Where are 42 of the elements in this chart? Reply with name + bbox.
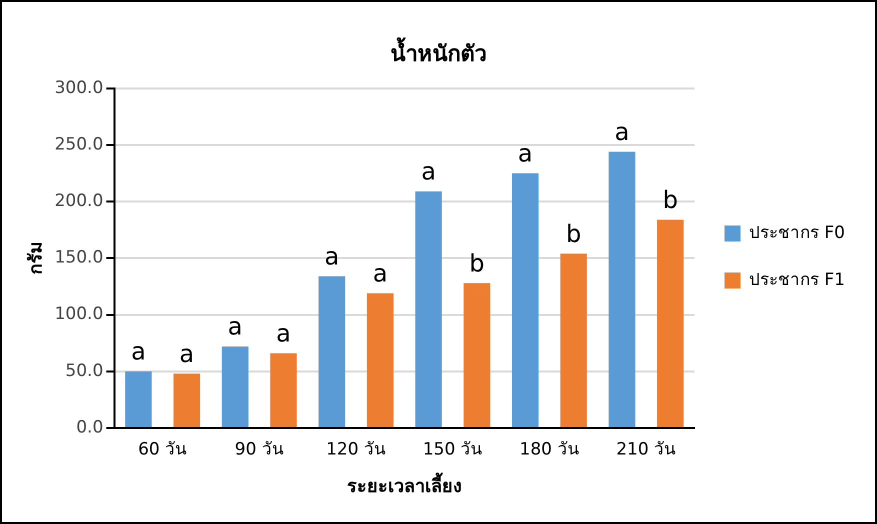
y-tick-label: 100.0 — [54, 304, 104, 324]
x-tick-label: 150 วัน — [422, 440, 483, 460]
bar — [657, 220, 684, 427]
y-tick-label: 200.0 — [54, 191, 104, 212]
y-axis-title: กรัม — [25, 242, 46, 275]
y-tick-label: 50.0 — [65, 360, 104, 381]
y-tick-label: 0.0 — [76, 417, 104, 438]
legend-label: ประชากร F1 — [749, 270, 845, 290]
data-label: a — [518, 140, 533, 168]
bar — [174, 374, 200, 427]
bar — [560, 254, 587, 427]
data-label: b — [662, 186, 678, 214]
y-tick-label: 300.0 — [54, 78, 104, 98]
data-label: a — [131, 338, 146, 366]
bar — [125, 371, 152, 427]
x-axis-title: ระยะเวลาเลี้ยง — [346, 472, 462, 497]
bar — [464, 283, 490, 427]
data-label: a — [276, 320, 291, 348]
bar — [608, 152, 636, 427]
y-tick-label: 250.0 — [54, 134, 104, 154]
y-tick-label: 150.0 — [54, 248, 104, 268]
bar — [222, 346, 248, 427]
bar — [512, 173, 539, 427]
x-tick-label: 60 วัน — [138, 440, 188, 460]
data-label: a — [372, 260, 388, 288]
x-tick-label: 90 วัน — [234, 440, 284, 460]
x-tick-label: 120 วัน — [326, 440, 386, 460]
bar — [318, 276, 346, 427]
bar — [270, 353, 297, 427]
data-label: a — [228, 312, 243, 341]
data-label: b — [566, 220, 582, 248]
data-label: a — [421, 158, 436, 186]
chart-title: น้ำหนักตัว — [390, 36, 486, 67]
data-label: a — [324, 242, 340, 271]
x-tick-label: 180 วัน — [520, 440, 580, 460]
legend-label: ประชากร F0 — [749, 222, 845, 243]
bar — [415, 191, 442, 427]
data-label: a — [179, 340, 194, 368]
x-tick-label: 210 วัน — [616, 440, 676, 460]
data-label: b — [469, 249, 485, 278]
data-label: a — [614, 118, 630, 146]
bar — [366, 293, 394, 427]
